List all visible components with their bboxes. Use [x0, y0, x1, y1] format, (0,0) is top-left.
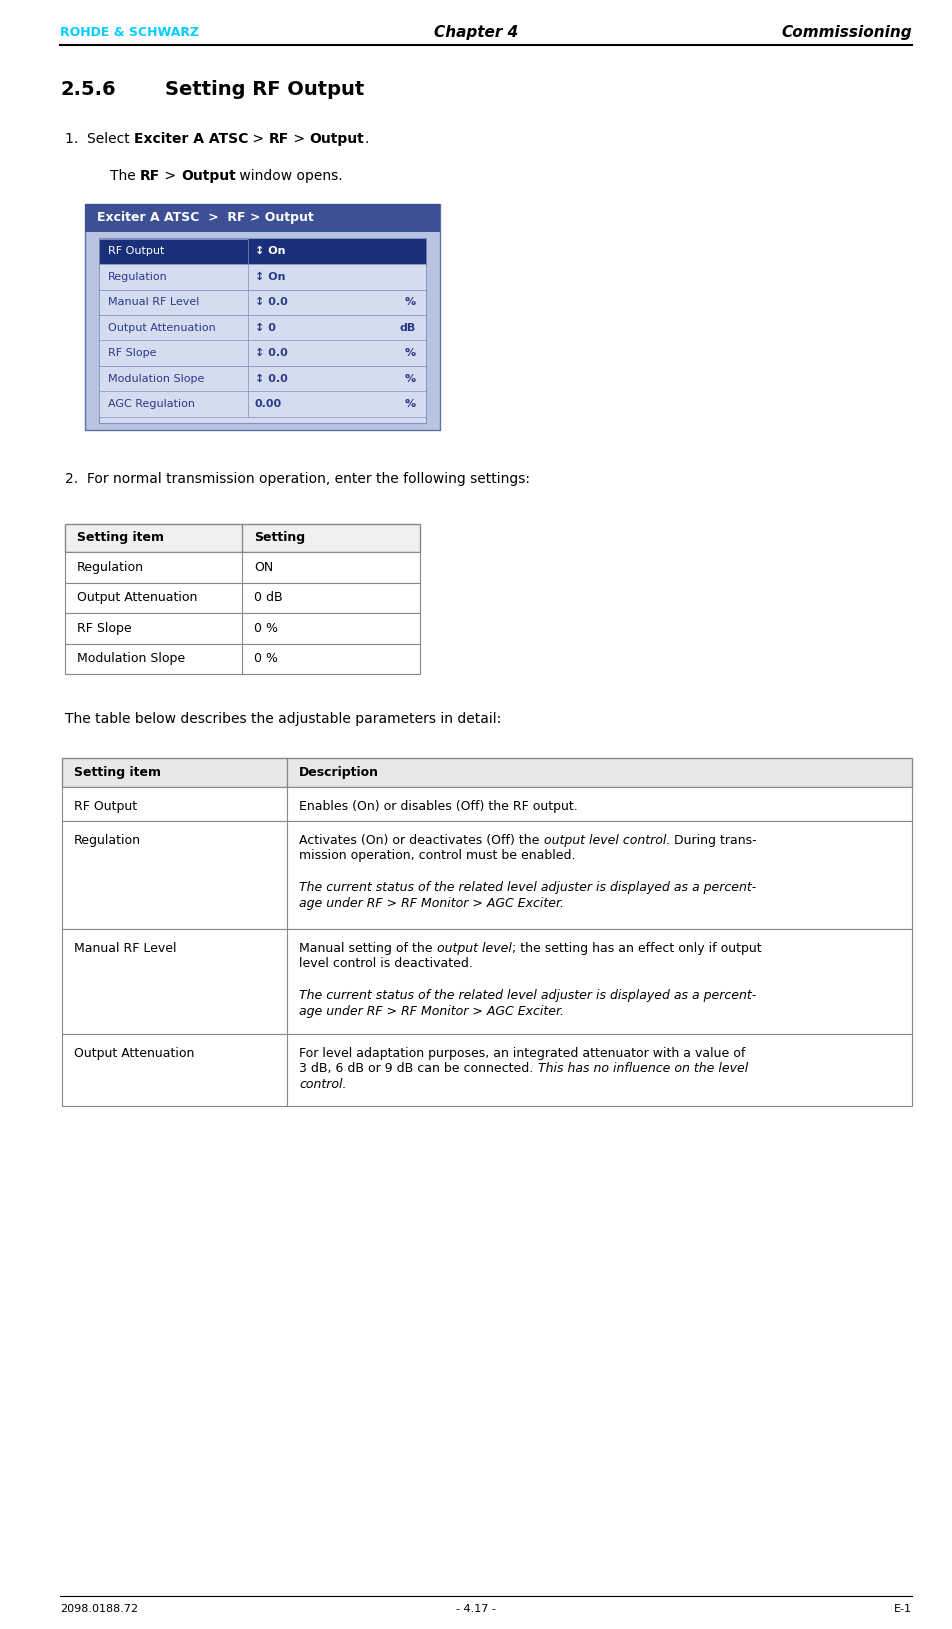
- Text: Setting item: Setting item: [77, 531, 164, 544]
- Bar: [65, 583, 420, 613]
- Text: Setting: Setting: [254, 531, 306, 544]
- Text: Chapter 4: Chapter 4: [434, 26, 518, 41]
- Text: level control is deactivated.: level control is deactivated.: [299, 958, 473, 971]
- Text: Regulation: Regulation: [108, 272, 168, 282]
- Text: Modulation Slope: Modulation Slope: [108, 373, 205, 384]
- Text: >: >: [289, 132, 309, 147]
- Text: .: .: [365, 132, 368, 147]
- Bar: [65, 613, 420, 643]
- Text: >: >: [248, 132, 268, 147]
- Text: Manual RF Level: Manual RF Level: [108, 296, 199, 308]
- Bar: [99, 314, 426, 340]
- Text: 1.  Select: 1. Select: [65, 132, 134, 147]
- Bar: [65, 552, 420, 583]
- Text: This has no influence on the level: This has no influence on the level: [538, 1062, 747, 1075]
- Text: ↕ On: ↕ On: [255, 272, 286, 282]
- Text: mission operation, control must be enabled.: mission operation, control must be enabl…: [299, 849, 576, 862]
- Text: . During trans-: . During trans-: [666, 834, 757, 847]
- Text: output level: output level: [437, 942, 511, 955]
- Bar: [99, 391, 426, 417]
- Bar: [99, 264, 426, 290]
- Text: Exciter A ATSC: Exciter A ATSC: [134, 132, 248, 147]
- Bar: [99, 367, 426, 391]
- Text: ; the setting has an effect only if output: ; the setting has an effect only if outp…: [511, 942, 762, 955]
- Bar: [65, 523, 420, 552]
- Text: The current status of the related level adjuster is displayed as a percent-: The current status of the related level …: [299, 989, 757, 1002]
- Text: 3 dB, 6 dB or 9 dB can be connected.: 3 dB, 6 dB or 9 dB can be connected.: [299, 1062, 538, 1075]
- Text: ↕ 0.0: ↕ 0.0: [255, 349, 288, 358]
- Bar: [62, 1033, 912, 1106]
- Text: 2.5.6: 2.5.6: [60, 80, 115, 99]
- Text: RF Slope: RF Slope: [77, 622, 131, 635]
- Text: Manual setting of the: Manual setting of the: [299, 942, 437, 955]
- Text: 2098.0188.72: 2098.0188.72: [60, 1605, 138, 1614]
- Text: output level control: output level control: [544, 834, 666, 847]
- Text: ↕ On: ↕ On: [255, 246, 286, 256]
- Text: RF Output: RF Output: [74, 800, 137, 813]
- Bar: [62, 821, 912, 929]
- Text: Description: Description: [299, 766, 379, 779]
- Text: Setting RF Output: Setting RF Output: [165, 80, 365, 99]
- Text: 2.  For normal transmission operation, enter the following settings:: 2. For normal transmission operation, en…: [65, 472, 530, 485]
- Text: %: %: [405, 373, 416, 384]
- Text: RF Slope: RF Slope: [108, 349, 156, 358]
- Text: Commissioning: Commissioning: [782, 26, 912, 41]
- Text: control.: control.: [299, 1078, 347, 1091]
- Text: Output Attenuation: Output Attenuation: [77, 591, 197, 604]
- Bar: [99, 238, 426, 422]
- Bar: [248, 238, 426, 264]
- Text: The current status of the related level adjuster is displayed as a percent-: The current status of the related level …: [299, 881, 757, 894]
- Text: Output Attenuation: Output Attenuation: [108, 323, 216, 332]
- Text: 0.00: 0.00: [255, 399, 282, 409]
- Text: Output: Output: [309, 132, 365, 147]
- Bar: [99, 340, 426, 367]
- Text: age under RF > RF Monitor > AGC Exciter.: age under RF > RF Monitor > AGC Exciter.: [299, 1005, 565, 1018]
- Text: dB: dB: [400, 323, 416, 332]
- Text: 0 dB: 0 dB: [254, 591, 283, 604]
- Text: age under RF > RF Monitor > AGC Exciter.: age under RF > RF Monitor > AGC Exciter.: [299, 898, 565, 911]
- Bar: [99, 238, 426, 264]
- Text: ROHDE & SCHWARZ: ROHDE & SCHWARZ: [60, 26, 199, 39]
- Text: Activates (On) or deactivates (Off) the: Activates (On) or deactivates (Off) the: [299, 834, 544, 847]
- Bar: [99, 290, 426, 314]
- Bar: [65, 643, 420, 674]
- Text: Regulation: Regulation: [74, 834, 141, 847]
- Text: ↕ 0.0: ↕ 0.0: [255, 373, 288, 384]
- Bar: [62, 787, 912, 821]
- Bar: [62, 929, 912, 1033]
- Text: E-1: E-1: [894, 1605, 912, 1614]
- Text: Enables (On) or disables (Off) the RF output.: Enables (On) or disables (Off) the RF ou…: [299, 800, 578, 813]
- Text: Regulation: Regulation: [77, 560, 144, 573]
- Text: Output: Output: [181, 169, 235, 182]
- Text: Exciter A ATSC  >  RF > Output: Exciter A ATSC > RF > Output: [97, 212, 314, 225]
- Text: >: >: [160, 169, 181, 182]
- Text: RF Output: RF Output: [108, 246, 165, 256]
- Text: %: %: [405, 296, 416, 308]
- Text: The: The: [110, 169, 140, 182]
- Text: ↕ 0: ↕ 0: [255, 323, 276, 332]
- Text: Modulation Slope: Modulation Slope: [77, 652, 185, 665]
- Text: window opens.: window opens.: [235, 169, 343, 182]
- Bar: [85, 204, 440, 430]
- Text: RF: RF: [140, 169, 160, 182]
- Text: - 4.17 -: - 4.17 -: [456, 1605, 496, 1614]
- Text: 0 %: 0 %: [254, 622, 279, 635]
- Text: RF: RF: [268, 132, 289, 147]
- Text: Output Attenuation: Output Attenuation: [74, 1046, 194, 1059]
- Text: ↕ 0.0: ↕ 0.0: [255, 296, 288, 308]
- Text: ON: ON: [254, 560, 274, 573]
- Text: For level adaptation purposes, an integrated attenuator with a value of: For level adaptation purposes, an integr…: [299, 1046, 745, 1059]
- Bar: [62, 757, 912, 787]
- Text: %: %: [405, 399, 416, 409]
- Bar: [85, 204, 440, 231]
- Text: AGC Regulation: AGC Regulation: [108, 399, 195, 409]
- Text: The table below describes the adjustable parameters in detail:: The table below describes the adjustable…: [65, 712, 502, 727]
- Text: %: %: [405, 349, 416, 358]
- Text: 0 %: 0 %: [254, 652, 279, 665]
- Text: Manual RF Level: Manual RF Level: [74, 942, 176, 955]
- Text: Setting item: Setting item: [74, 766, 161, 779]
